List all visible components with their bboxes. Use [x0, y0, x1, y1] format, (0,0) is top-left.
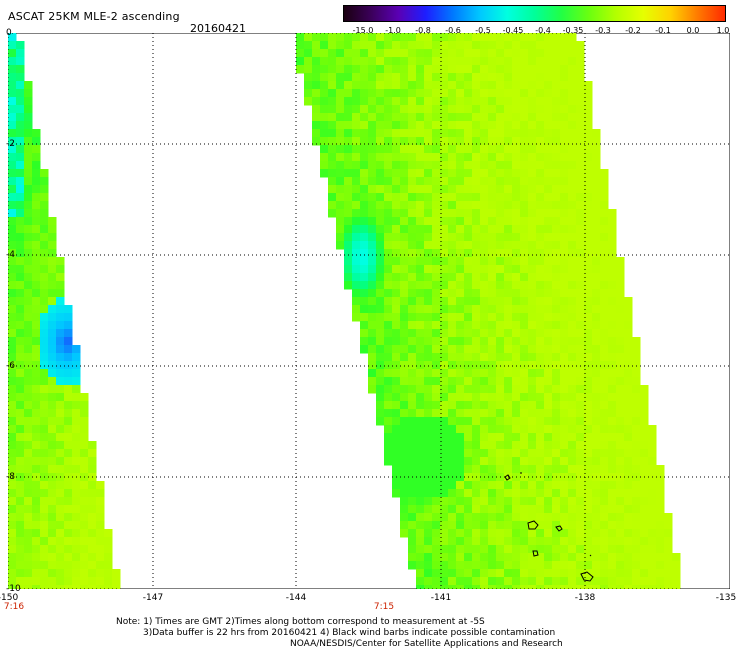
lat-tick-label: -8: [6, 472, 15, 482]
colorbar-tick-label: 1.0: [716, 26, 730, 35]
lat-tick-label: -10: [6, 584, 21, 594]
lon-tick-label: -144: [285, 593, 307, 603]
colorbar-tick-label: -0.2: [625, 26, 641, 35]
lon-tick-label: -150: [0, 593, 19, 603]
colorbar-tick-label: -0.6: [445, 26, 461, 35]
colorbar-tick-label: -0.35: [562, 26, 584, 35]
lat-tick-label: -2: [6, 139, 15, 149]
colorbar-tick-label: -0.5: [475, 26, 491, 35]
colorbar-tick-label: 0.0: [686, 26, 700, 35]
lon-tick-label: -138: [574, 593, 596, 603]
swath-map: [8, 33, 730, 589]
lon-tick-label: -147: [142, 593, 164, 603]
lat-tick-label: -4: [6, 250, 15, 260]
dotted-grid: [8, 33, 730, 589]
colorbar: [343, 5, 726, 22]
colorbar-tick-label: -0.4: [535, 26, 551, 35]
map-title: ASCAT 25KM MLE-2 ascending: [8, 10, 180, 23]
lon-tick-label: -135: [715, 593, 737, 603]
colorbar-tick-label: -1.0: [385, 26, 401, 35]
island-outlines: [504, 472, 594, 582]
footer-credit: NOAA/NESDIS/Center for Satellite Applica…: [290, 639, 563, 649]
lat-tick-label: 0: [6, 28, 12, 38]
colorbar-tick-label: -15.0: [352, 26, 374, 35]
colorbar-tick-label: -0.45: [502, 26, 524, 35]
map-date: 20160421: [190, 22, 246, 35]
lat-tick-label: -6: [6, 361, 15, 371]
colorbar-tick-label: -0.8: [415, 26, 431, 35]
time-label: 7:16: [3, 602, 25, 612]
footer-note-1: Note: 1) Times are GMT 2)Times along bot…: [116, 617, 485, 627]
colorbar-tick-label: -0.3: [595, 26, 611, 35]
time-label: 7:15: [373, 602, 395, 612]
wind-swaths: [8, 33, 681, 589]
footer-note-2: 3)Data buffer is 22 hrs from 20160421 4)…: [143, 628, 556, 638]
lon-tick-label: -141: [430, 593, 452, 603]
colorbar-tick-label: -0.1: [655, 26, 671, 35]
